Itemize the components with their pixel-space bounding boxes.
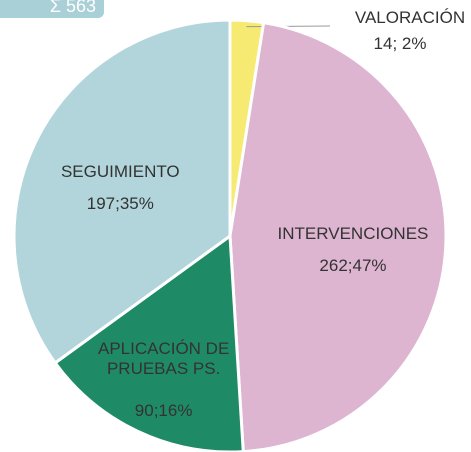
slice-value-label: 90;16% [134,400,193,420]
slice-value-label: 197;35% [86,194,154,214]
slice-value-label: 14; 2% [373,34,427,53]
pie-slice [12,18,232,365]
leader-line [246,25,331,28]
slice-value-label: 262;47% [319,255,387,275]
slice-category-label: APLICACIÓN DE PRUEBAS PS. [97,338,230,378]
total-badge: Σ 563 [0,0,104,18]
slice-category-label: SEGUIMIENTO [60,162,180,182]
slice-category-label: INTERVENCIONES [277,223,429,243]
pie-slice [228,20,448,452]
slice-category-label: VALORACIÓN [354,8,466,27]
